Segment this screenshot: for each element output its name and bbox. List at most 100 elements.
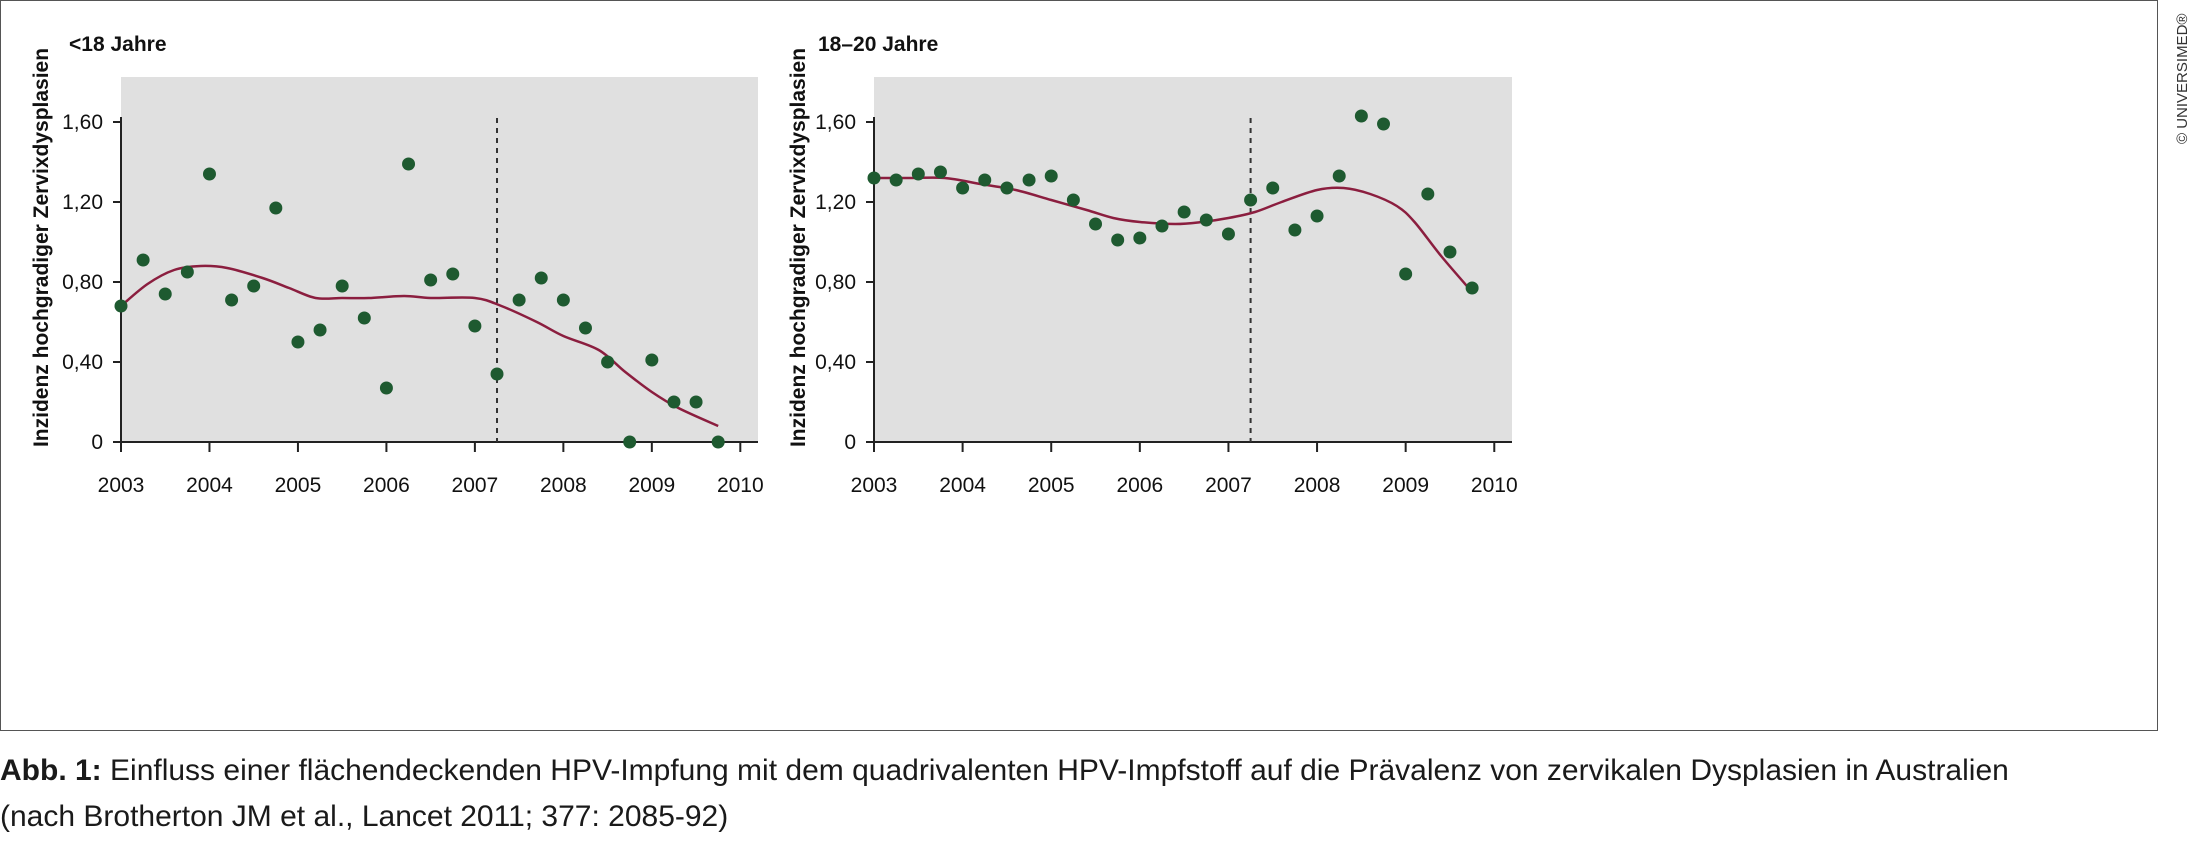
panel-18-20: 18–20 Jahre Inzidenz hochgradiger Zervixd… <box>787 33 1518 497</box>
x-tick-label: 2005 <box>1028 474 1075 497</box>
y-tick-label: 0 <box>91 431 103 454</box>
y-axis-label: Inzidenz hochgradiger Zervixdysplasien <box>30 48 53 447</box>
data-point <box>578 321 592 335</box>
data-point <box>291 335 305 349</box>
y-tick-label: 1,20 <box>62 191 103 214</box>
y-tick-label: 0,80 <box>62 271 103 294</box>
panel-under-18: <18 Jahre Inzidenz hochgradiger Zervixdys… <box>30 33 764 497</box>
y-tick-label: 0,40 <box>62 351 103 374</box>
data-point <box>402 157 416 171</box>
caption-text: Einfluss einer flächendeckenden HPV-Impf… <box>110 754 2009 787</box>
data-point <box>313 323 327 337</box>
data-point <box>601 355 615 369</box>
data-point <box>667 395 681 409</box>
figure-caption: Abb. 1: Einfluss einer flächendeckenden … <box>0 748 2190 840</box>
data-point <box>1155 219 1169 233</box>
data-point <box>1022 173 1036 187</box>
x-tick-label: 2003 <box>98 474 145 497</box>
y-tick-label: 0,80 <box>815 271 856 294</box>
y-tick-label: 1,20 <box>815 191 856 214</box>
data-point <box>1288 223 1302 237</box>
data-point <box>1199 213 1213 227</box>
data-point <box>1399 267 1413 281</box>
x-tick-label: 2004 <box>939 474 986 497</box>
data-point <box>357 311 371 325</box>
copyright-text: © UNIVERSIMED® <box>2174 14 2191 144</box>
data-point <box>1443 245 1457 259</box>
chart-title: 18–20 Jahre <box>818 33 938 56</box>
data-point <box>335 279 349 293</box>
x-tick-label: 2009 <box>1382 474 1429 497</box>
plot-area <box>121 77 758 442</box>
chart-title: <18 Jahre <box>69 33 167 56</box>
data-point <box>711 435 725 449</box>
data-point <box>1332 169 1346 183</box>
x-tick-label: 2005 <box>275 474 322 497</box>
x-tick-label: 2006 <box>363 474 410 497</box>
data-point <box>490 367 504 381</box>
data-point <box>1000 181 1014 195</box>
x-tick-label: 2008 <box>540 474 587 497</box>
data-point <box>933 165 947 179</box>
data-point <box>1354 109 1368 123</box>
data-point <box>1421 187 1435 201</box>
caption-prefix: Abb. 1: <box>0 754 102 787</box>
data-point <box>645 353 659 367</box>
data-point <box>269 201 283 215</box>
data-point <box>424 273 438 287</box>
data-point <box>114 299 128 313</box>
x-tick-label: 2009 <box>628 474 675 497</box>
data-point <box>136 253 150 267</box>
data-point <box>1133 231 1147 245</box>
data-point <box>1089 217 1103 231</box>
data-point <box>1377 117 1391 131</box>
data-point <box>512 293 526 307</box>
data-point <box>158 287 172 301</box>
y-tick-label: 0 <box>844 431 856 454</box>
data-point <box>1221 227 1235 241</box>
plot-area <box>874 77 1512 442</box>
data-point <box>1111 233 1125 247</box>
data-point <box>446 267 460 281</box>
data-point <box>202 167 216 181</box>
x-tick-label: 2007 <box>1205 474 1252 497</box>
x-tick-label: 2008 <box>1294 474 1341 497</box>
data-point <box>956 181 970 195</box>
y-tick-label: 1,60 <box>815 111 856 134</box>
data-point <box>889 173 903 187</box>
data-point <box>180 265 194 279</box>
y-axis-label: Inzidenz hochgradiger Zervixdysplasien <box>787 48 810 447</box>
trend-line <box>120 264 719 428</box>
caption-line-1: Abb. 1: Einfluss einer flächendeckenden … <box>0 748 2190 794</box>
data-point <box>978 173 992 187</box>
x-tick-label: 2010 <box>1471 474 1518 497</box>
x-tick-label: 2003 <box>851 474 898 497</box>
data-point <box>689 395 703 409</box>
y-tick-label: 0,40 <box>815 351 856 374</box>
data-point <box>623 435 637 449</box>
x-tick-label: 2007 <box>452 474 499 497</box>
data-point <box>556 293 570 307</box>
data-point <box>1266 181 1280 195</box>
copyright-notice: © UNIVERSIMED® <box>2174 14 2191 144</box>
y-tick-label: 1,60 <box>62 111 103 134</box>
data-point <box>468 319 482 333</box>
data-point <box>1465 281 1479 295</box>
x-tick-label: 2010 <box>717 474 764 497</box>
data-point <box>1244 193 1258 207</box>
chart-svg: <18 Jahre Inzidenz hochgradiger Zervixdys… <box>30 33 1518 497</box>
x-tick-label: 2004 <box>186 474 233 497</box>
caption-line-2: (nach Brotherton JM et al., Lancet 2011;… <box>0 800 729 833</box>
data-point <box>247 279 261 293</box>
data-point <box>911 167 925 181</box>
x-tick-label: 2006 <box>1116 474 1163 497</box>
data-point <box>867 171 881 185</box>
data-point <box>225 293 239 307</box>
data-point <box>1066 193 1080 207</box>
data-point <box>534 271 548 285</box>
data-point <box>1044 169 1058 183</box>
data-point <box>1177 205 1191 219</box>
figure-frame: <18 Jahre Inzidenz hochgradiger Zervixdys… <box>0 0 2158 731</box>
data-point <box>379 381 393 395</box>
data-point <box>1310 209 1324 223</box>
